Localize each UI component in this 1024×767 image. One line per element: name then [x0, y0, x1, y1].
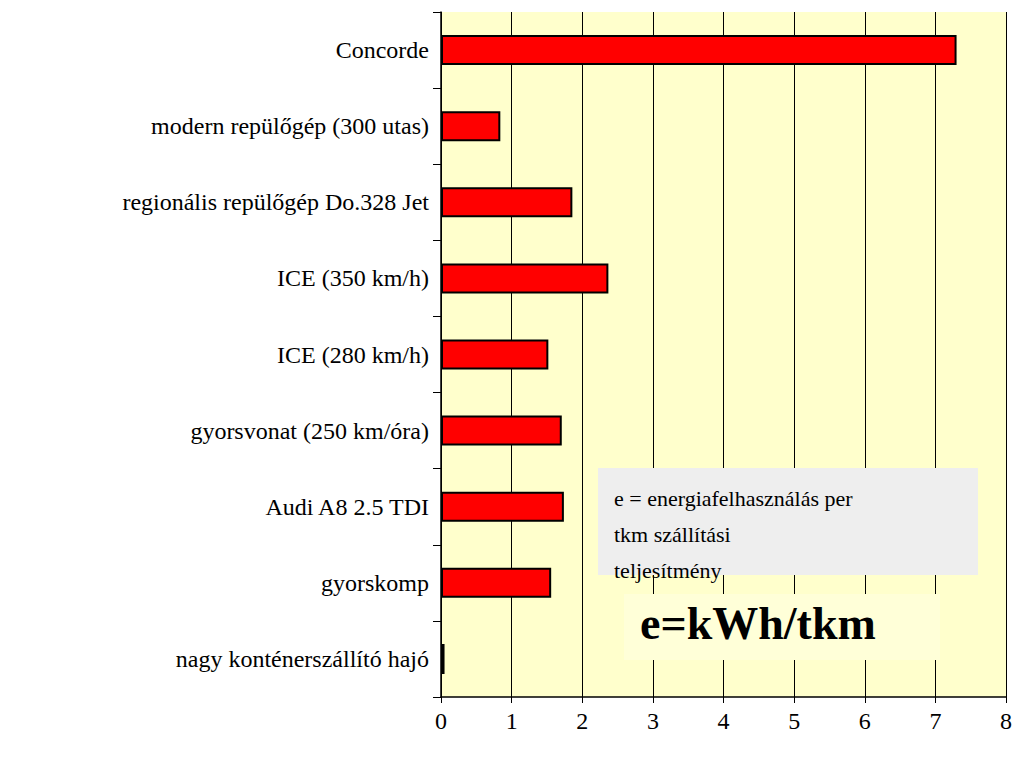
svg-text:3: 3	[647, 708, 659, 734]
svg-text:Audi A8 2.5 TDI: Audi A8 2.5 TDI	[265, 494, 429, 520]
svg-text:gyorskomp: gyorskomp	[321, 570, 429, 596]
svg-text:0: 0	[435, 708, 447, 734]
svg-text:7: 7	[929, 708, 941, 734]
svg-text:teljesítmény: teljesítmény	[614, 558, 722, 583]
svg-text:tkm szállítási: tkm szállítási	[614, 522, 736, 547]
svg-text:ICE (280 km/h): ICE (280 km/h)	[277, 342, 429, 368]
svg-text:gyorsvonat (250 km/óra): gyorsvonat (250 km/óra)	[190, 418, 429, 444]
svg-text:regionális repülőgép Do.328 Je: regionális repülőgép Do.328 Jet	[122, 189, 429, 215]
svg-text:ICE (350 km/h): ICE (350 km/h)	[277, 265, 429, 291]
svg-text:modern repülőgép (300 utas): modern repülőgép (300 utas)	[151, 113, 429, 139]
svg-text:Concorde: Concorde	[336, 37, 429, 63]
svg-text:e = energiafelhasználás per: e = energiafelhasználás per	[614, 486, 858, 511]
svg-text:8: 8	[1000, 708, 1012, 734]
svg-text:6: 6	[859, 708, 871, 734]
svg-text:2: 2	[576, 708, 588, 734]
svg-text:e=kWh/tkm: e=kWh/tkm	[640, 598, 876, 649]
svg-text:5: 5	[788, 708, 800, 734]
svg-text:nagy konténerszállító hajó: nagy konténerszállító hajó	[176, 646, 429, 672]
svg-text:4: 4	[718, 708, 730, 734]
svg-text:1: 1	[506, 708, 518, 734]
